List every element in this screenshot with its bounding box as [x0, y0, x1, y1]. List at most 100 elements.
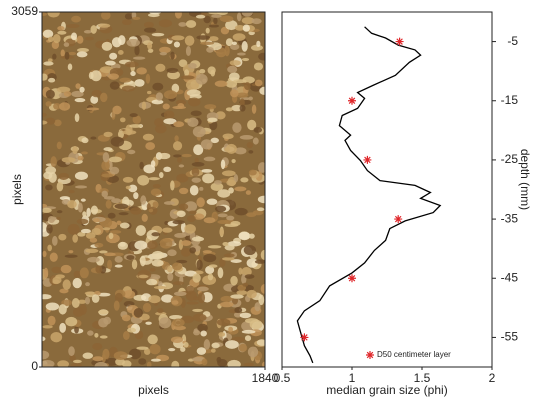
y-tick-label: -55	[501, 330, 519, 344]
grain	[197, 292, 206, 304]
grain	[152, 183, 161, 189]
grain	[42, 207, 52, 213]
grain	[184, 69, 190, 77]
grain	[81, 151, 88, 155]
grain	[239, 135, 254, 140]
grain	[42, 360, 55, 367]
grain	[90, 70, 102, 82]
grain	[150, 358, 161, 362]
grain	[111, 37, 122, 48]
grain	[111, 198, 122, 204]
grain	[246, 289, 257, 299]
grain	[149, 344, 161, 355]
grain	[186, 89, 201, 97]
grain	[176, 173, 189, 183]
grain	[147, 42, 153, 50]
grain	[184, 224, 196, 234]
grain	[145, 73, 151, 84]
grain	[61, 157, 76, 163]
grain	[67, 63, 73, 71]
grain	[132, 115, 142, 124]
grain	[76, 47, 89, 53]
grain	[57, 360, 69, 367]
grain	[207, 273, 214, 281]
grain	[139, 161, 144, 170]
grain	[236, 290, 248, 296]
grain	[217, 189, 231, 198]
grain	[172, 141, 183, 151]
grain	[119, 222, 130, 229]
grain	[158, 152, 171, 160]
grain	[247, 346, 259, 358]
grain	[110, 136, 125, 147]
grain	[195, 14, 206, 19]
grain	[170, 336, 184, 343]
grain	[64, 254, 78, 258]
grain	[114, 292, 123, 303]
grain	[71, 32, 78, 41]
grain	[90, 136, 97, 140]
grain	[192, 308, 203, 312]
grain	[178, 187, 189, 195]
grain	[205, 265, 215, 275]
grain	[208, 36, 219, 42]
grain	[230, 89, 239, 98]
grain	[225, 340, 239, 349]
grain	[242, 24, 250, 32]
grain	[177, 156, 182, 163]
grain	[68, 346, 75, 357]
grain	[163, 118, 177, 125]
grain	[59, 322, 67, 333]
grain	[94, 361, 108, 367]
grain	[98, 317, 109, 328]
grain	[42, 350, 50, 360]
grain	[146, 90, 152, 95]
x-tick-label: 1840	[252, 371, 279, 385]
grain	[42, 325, 53, 329]
grain	[184, 35, 195, 46]
grain	[235, 92, 249, 98]
grain	[202, 173, 215, 184]
grain	[144, 27, 157, 33]
grain	[151, 250, 164, 260]
grain	[102, 227, 111, 231]
grain	[208, 24, 220, 28]
grain	[180, 247, 191, 257]
grain	[146, 203, 151, 211]
grain	[231, 41, 238, 45]
grain	[53, 119, 62, 127]
grain	[92, 356, 104, 362]
grain	[145, 321, 152, 325]
grain	[159, 46, 171, 54]
x-tick-label: 0.5	[274, 371, 291, 385]
y-tick-label: 3059	[11, 4, 38, 18]
grain	[136, 67, 147, 75]
grain	[232, 33, 246, 41]
grain	[142, 302, 152, 313]
grain	[187, 117, 199, 128]
grain	[226, 215, 235, 221]
grain	[42, 73, 48, 81]
grain	[71, 298, 80, 308]
grain	[222, 241, 229, 247]
grain	[56, 86, 71, 93]
grain	[145, 142, 156, 151]
grain	[108, 156, 123, 163]
grain	[152, 201, 159, 208]
grain	[133, 308, 143, 318]
grain	[87, 256, 100, 263]
grain	[126, 38, 140, 47]
grain	[121, 19, 132, 26]
grain	[133, 192, 139, 200]
grain	[119, 77, 132, 83]
grain	[206, 198, 218, 205]
grain	[136, 346, 149, 350]
grain	[172, 318, 185, 327]
grain	[58, 304, 67, 315]
grain	[246, 212, 257, 217]
grain	[234, 147, 247, 155]
grain	[222, 257, 235, 261]
grain	[248, 233, 255, 239]
grain	[68, 250, 74, 254]
grain	[251, 18, 262, 25]
